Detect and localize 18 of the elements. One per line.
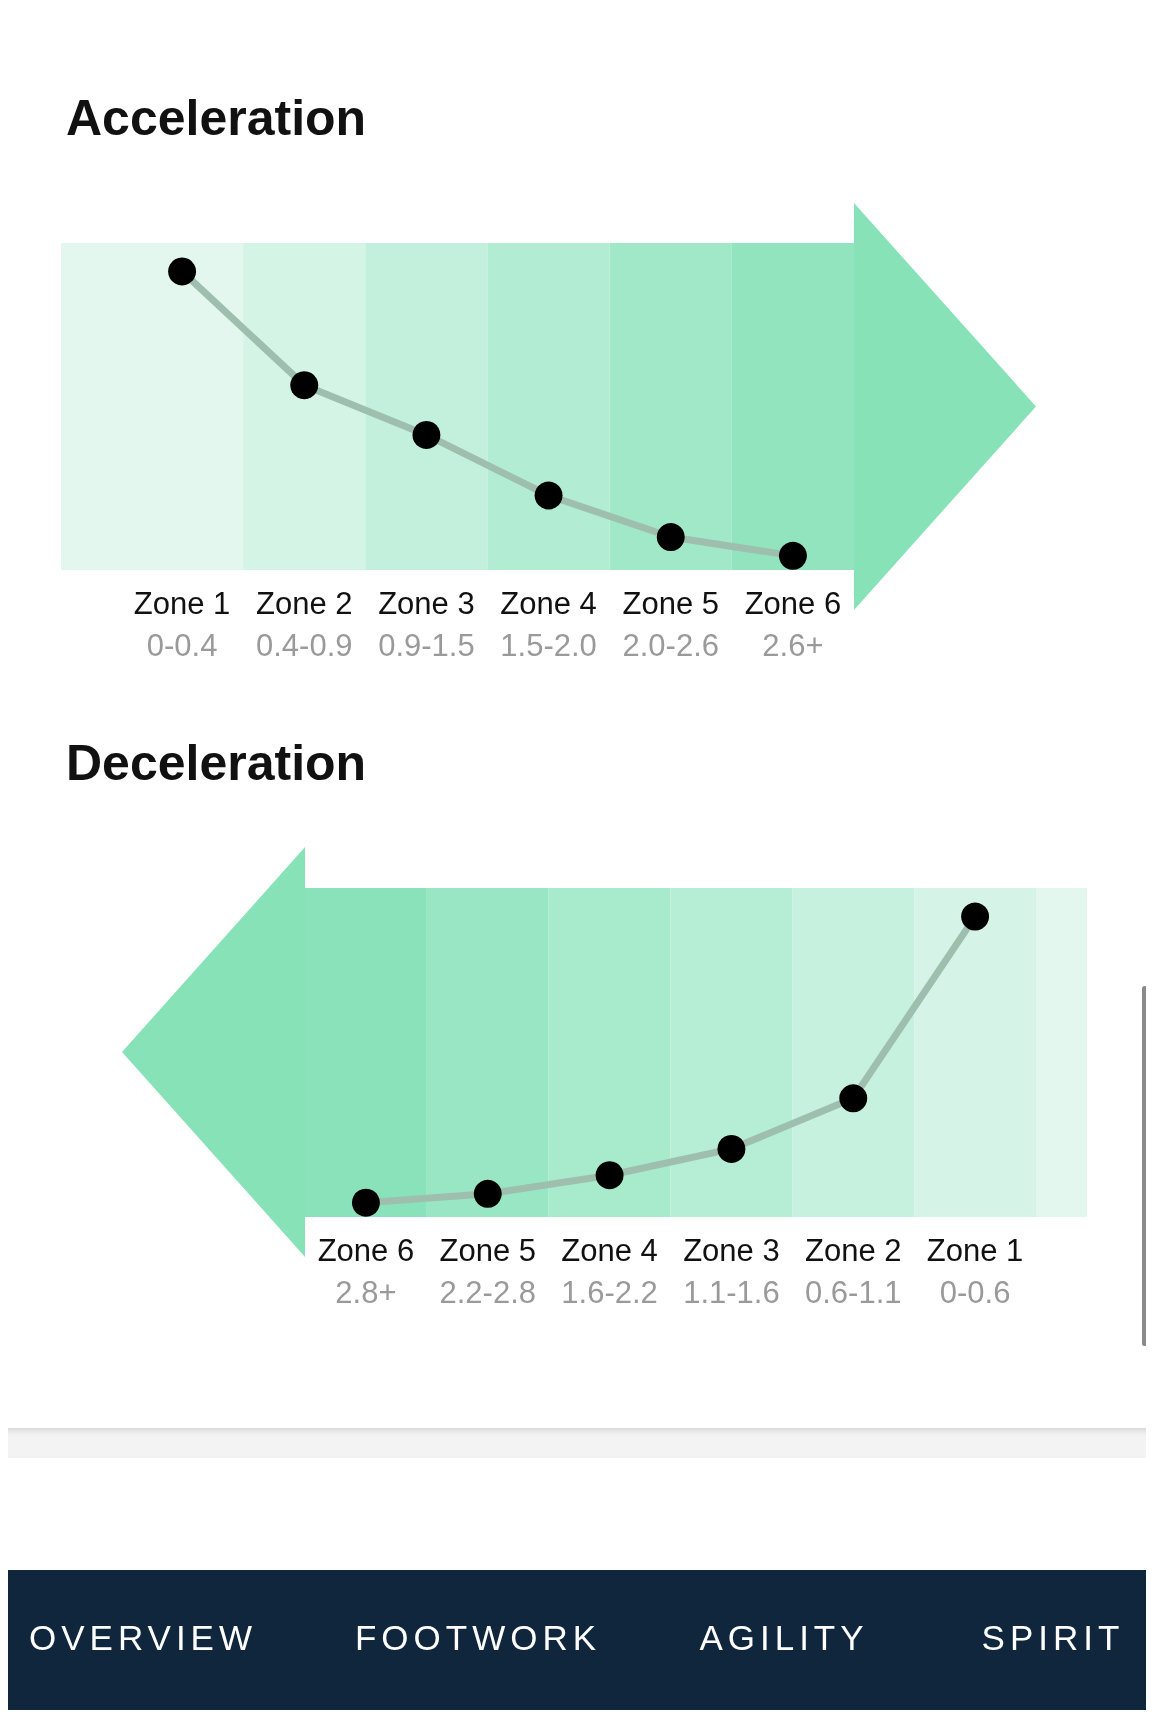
x-tick-label: Zone 4 1.5-2.0	[500, 585, 597, 663]
x-tick-label: Zone 2 0.6-1.1	[804, 1232, 902, 1310]
x-tick-label: Zone 5 2.0-2.6	[622, 585, 720, 663]
text: FOOTWORK	[353, 1618, 603, 1658]
chart-title: Deceleration	[66, 735, 367, 791]
x-tick-label: Zone 5 2.2-2.8	[439, 1232, 537, 1310]
x-tick-label: Zone 6 2.8+	[317, 1232, 415, 1310]
chart-title: Acceleration	[66, 90, 367, 146]
x-tick-label: Zone 6 2.6+	[744, 585, 842, 663]
x-tick-label: Zone 3 1.1-1.6	[683, 1232, 780, 1310]
x-tick-label: Zone 2 0.4-0.9	[255, 585, 353, 663]
x-tick-label: Zone 4 1.6-2.2	[561, 1232, 658, 1310]
text: OVERVIEW	[28, 1618, 258, 1658]
x-tick-label: Zone 1 0-0.4	[133, 585, 231, 663]
text: AGILITY	[698, 1618, 870, 1658]
x-tick-label: Zone 3 0.9-1.5	[378, 585, 475, 663]
text: SPIRIT	[980, 1618, 1126, 1658]
x-tick-label: Zone 1 0-0.6	[926, 1232, 1024, 1310]
